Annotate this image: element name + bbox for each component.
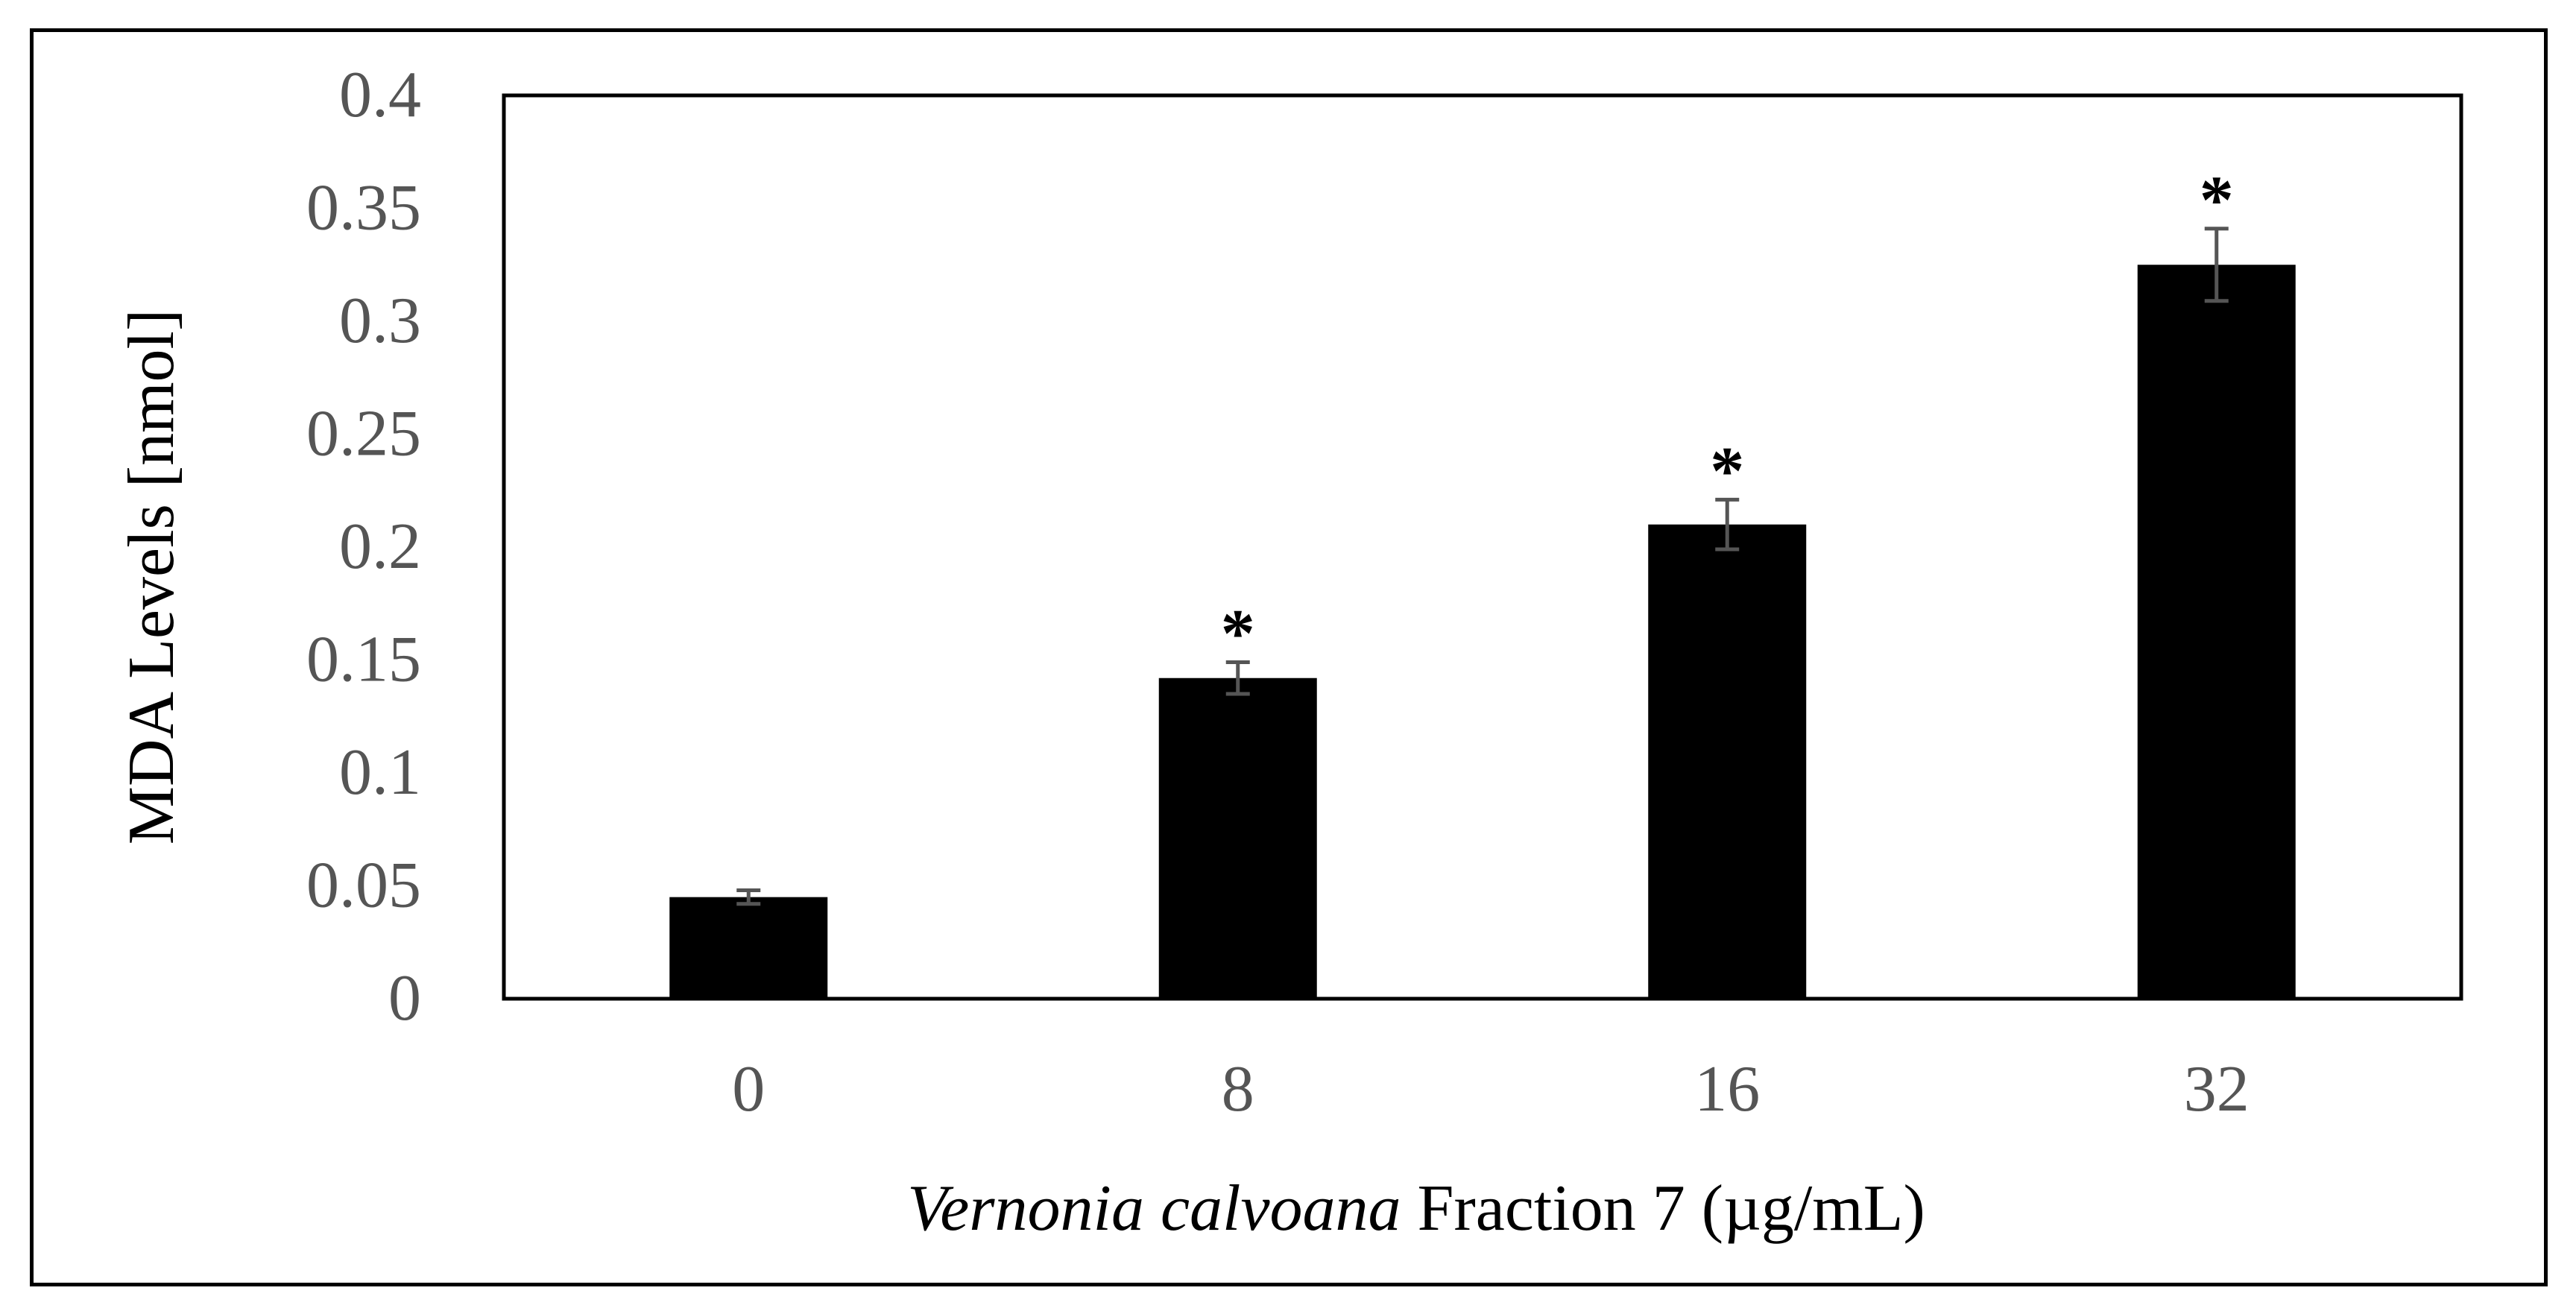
bar-16 — [1648, 524, 1807, 999]
y-tick-label-5: 0.25 — [306, 398, 421, 470]
y-tick-label-3: 0.15 — [306, 624, 421, 696]
bars-group — [669, 265, 2296, 999]
x-axis-ticks: 0 8 16 32 — [732, 1053, 2250, 1125]
bar-8 — [1158, 677, 1317, 999]
plot-area-border — [502, 93, 2463, 1001]
y-tick-label-6: 0.3 — [339, 285, 421, 357]
y-axis-title: MDA Levels [nmol] — [116, 309, 188, 845]
y-tick-label-4: 0.2 — [339, 511, 421, 583]
y-tick-label-0: 0 — [388, 962, 421, 1035]
x-tick-label-32: 32 — [2184, 1053, 2250, 1125]
significance-star-8: * — [1221, 596, 1255, 672]
x-tick-label-16: 16 — [1694, 1053, 1760, 1125]
chart-frame — [30, 28, 2548, 1286]
significance-markers: * * * — [1221, 162, 2234, 672]
error-bars-group — [736, 227, 2229, 906]
y-tick-label-2: 0.1 — [339, 736, 421, 809]
x-tick-label-0: 0 — [732, 1053, 765, 1125]
x-axis-title-rest: Fraction 7 (µg/mL) — [1401, 1172, 1925, 1245]
y-axis-ticks: 0 0.05 0.1 0.15 0.2 0.25 0.3 0.35 0.4 — [306, 59, 421, 1035]
y-tick-label-7: 0.35 — [306, 172, 421, 244]
significance-star-32: * — [2200, 162, 2234, 238]
x-tick-label-8: 8 — [1222, 1053, 1254, 1125]
bar-32 — [2137, 265, 2296, 999]
x-axis-title-italic: Vernonia calvoana — [907, 1172, 1401, 1245]
y-tick-label-8: 0.4 — [339, 59, 421, 131]
significance-star-16: * — [1710, 432, 1744, 508]
bar-0 — [669, 897, 828, 999]
y-tick-label-1: 0.05 — [306, 850, 421, 922]
x-axis-title: Vernonia calvoana Fraction 7 (µg/mL) — [907, 1172, 1925, 1245]
